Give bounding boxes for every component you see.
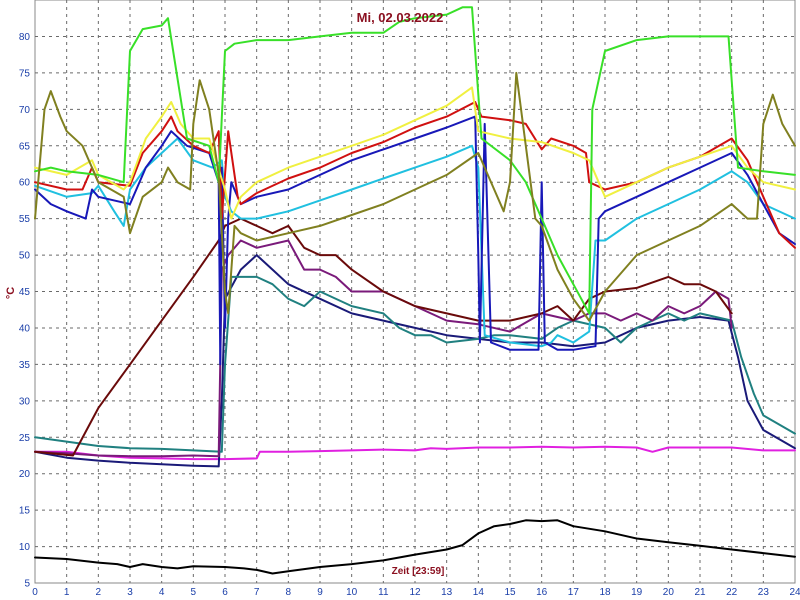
x-tick-label-19: 19 — [631, 587, 643, 598]
y-axis-label: °C — [5, 287, 17, 299]
x-axis-label: Zeit [23:59] — [392, 566, 445, 577]
x-tick-label-2: 2 — [96, 587, 102, 598]
x-tick-label-4: 4 — [159, 587, 165, 598]
x-tick-label-10: 10 — [346, 587, 358, 598]
x-tick-label-14: 14 — [473, 587, 485, 598]
series-line-7 — [34, 137, 796, 348]
y-tick-label-15: 15 — [19, 506, 31, 517]
x-tick-label-22: 22 — [726, 587, 738, 598]
x-tick-labels: 0 1 2 3 4 5 6 7 8 9 10 11 12 13 14 15 16 17 18 19 20 21 22 23 24 — [32, 587, 800, 598]
series-line-11 — [34, 6, 796, 315]
series-line-8 — [34, 115, 796, 366]
x-tick-label-5: 5 — [191, 587, 197, 598]
y-tick-label-50: 50 — [19, 251, 31, 262]
x-tick-label-6: 6 — [222, 587, 228, 598]
x-tick-label-24: 24 — [789, 587, 800, 598]
y-tick-label-55: 55 — [19, 214, 31, 225]
grid — [35, 0, 795, 583]
x-tick-label-3: 3 — [127, 587, 133, 598]
y-tick-label-5: 5 — [24, 579, 30, 590]
y-tick-label-20: 20 — [19, 469, 31, 480]
series-line-10 — [34, 86, 796, 220]
x-tick-label-17: 17 — [568, 587, 580, 598]
x-tick-label-12: 12 — [409, 587, 421, 598]
x-tick-label-16: 16 — [536, 587, 548, 598]
x-tick-label-8: 8 — [286, 587, 292, 598]
y-tick-labels: 5 10 15 20 25 30 35 40 45 50 55 60 65 70 75 80 — [19, 32, 31, 590]
y-tick-label-70: 70 — [19, 105, 31, 116]
series-line-3 — [34, 254, 796, 468]
series-line-12 — [34, 71, 796, 322]
chart-title: Mi, 02.03.2022 — [357, 10, 444, 25]
x-tick-label-0: 0 — [32, 587, 38, 598]
y-tick-label-25: 25 — [19, 433, 31, 444]
x-tick-label-7: 7 — [254, 587, 260, 598]
x-tick-label-20: 20 — [663, 587, 675, 598]
y-tick-label-80: 80 — [19, 32, 31, 43]
x-tick-label-1: 1 — [64, 587, 70, 598]
x-tick-label-9: 9 — [317, 587, 323, 598]
x-tick-label-21: 21 — [694, 587, 706, 598]
y-tick-label-35: 35 — [19, 360, 31, 371]
y-tick-label-60: 60 — [19, 178, 31, 189]
y-tick-label-65: 65 — [19, 141, 31, 152]
series-line-4 — [34, 275, 796, 453]
series-layer — [34, 6, 796, 575]
x-tick-label-15: 15 — [504, 587, 516, 598]
y-tick-label-75: 75 — [19, 68, 31, 79]
x-tick-label-23: 23 — [758, 587, 770, 598]
series-line-6 — [34, 217, 733, 457]
y-tick-label-45: 45 — [19, 287, 31, 298]
y-tick-label-40: 40 — [19, 323, 31, 334]
y-tick-label-10: 10 — [19, 542, 31, 553]
x-tick-label-11: 11 — [378, 587, 389, 598]
x-tick-label-18: 18 — [599, 587, 611, 598]
series-line-2 — [34, 445, 796, 461]
x-tick-label-13: 13 — [441, 587, 453, 598]
y-tick-label-30: 30 — [19, 396, 31, 407]
series-line-1 — [34, 519, 796, 575]
